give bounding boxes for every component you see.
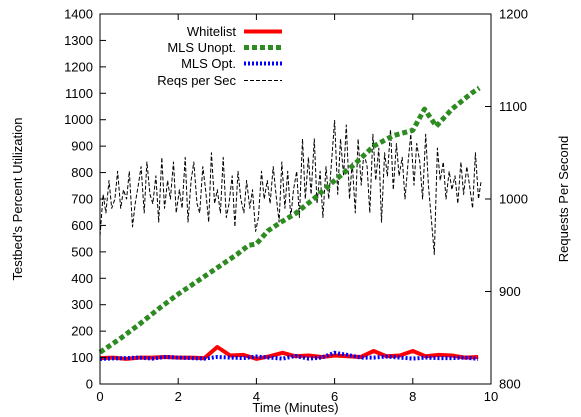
series-line-whitelist xyxy=(99,345,479,361)
y-left-tick-label: 400 xyxy=(71,271,93,286)
y-right-tick-label: 1000 xyxy=(499,192,528,207)
y-left-tick-label: 600 xyxy=(71,218,93,233)
y-left-tick-label: 1400 xyxy=(64,7,93,22)
series-line-mls-opt xyxy=(99,350,479,361)
x-tick-label: 8 xyxy=(409,389,416,404)
ticks-layer xyxy=(99,13,492,385)
y-left-tick-label: 900 xyxy=(71,139,93,154)
y-left-tick-label: 800 xyxy=(71,165,93,180)
x-tick-label: 6 xyxy=(331,389,338,404)
x-tick-label: 2 xyxy=(175,389,182,404)
x-axis-title: Time (Minutes) xyxy=(252,400,338,415)
y-left-tick-label: 0 xyxy=(86,377,93,392)
legend: Whitelist MLS Unopt. MLS Opt. Reqs per S… xyxy=(157,24,282,88)
series-layer xyxy=(98,85,482,361)
y-left-axis-title: Testbed's Percent Utilization xyxy=(10,118,25,281)
x-tick-label: 10 xyxy=(484,389,498,404)
tick-labels: 0 2 4 6 8 10010020030040050060070080090010001… xyxy=(64,7,528,405)
y-left-tick-label: 300 xyxy=(71,297,93,312)
y-right-axis-title: Requests Per Second xyxy=(556,136,571,262)
y-left-tick-label: 700 xyxy=(71,192,93,207)
legend-label-mls-opt: MLS Opt. xyxy=(181,56,236,71)
y-left-tick-label: 500 xyxy=(71,244,93,259)
legend-label-whitelist: Whitelist xyxy=(187,24,237,39)
y-left-tick-label: 1200 xyxy=(64,59,93,74)
y-left-tick-label: 200 xyxy=(71,324,93,339)
y-right-tick-label: 900 xyxy=(499,284,521,299)
legend-label-reqs-per-sec: Reqs per Sec xyxy=(157,73,236,88)
y-right-tick-label: 1100 xyxy=(499,99,527,114)
y-left-tick-label: 1300 xyxy=(64,33,93,48)
plot-frame xyxy=(99,13,492,385)
x-tick-label: 0 xyxy=(96,389,103,404)
legend-label-mls-unopt: MLS Unopt. xyxy=(167,40,236,55)
y-left-tick-label: 1100 xyxy=(65,86,93,101)
series-line-mls-unopt xyxy=(98,85,481,355)
y-right-tick-label: 1200 xyxy=(499,7,528,22)
y-left-tick-label: 1000 xyxy=(64,112,93,127)
series-line-reqs-per-sec xyxy=(99,119,482,255)
x-tick-label: 4 xyxy=(253,389,260,404)
y-left-tick-label: 100 xyxy=(71,350,93,365)
y-right-tick-label: 800 xyxy=(499,377,521,392)
